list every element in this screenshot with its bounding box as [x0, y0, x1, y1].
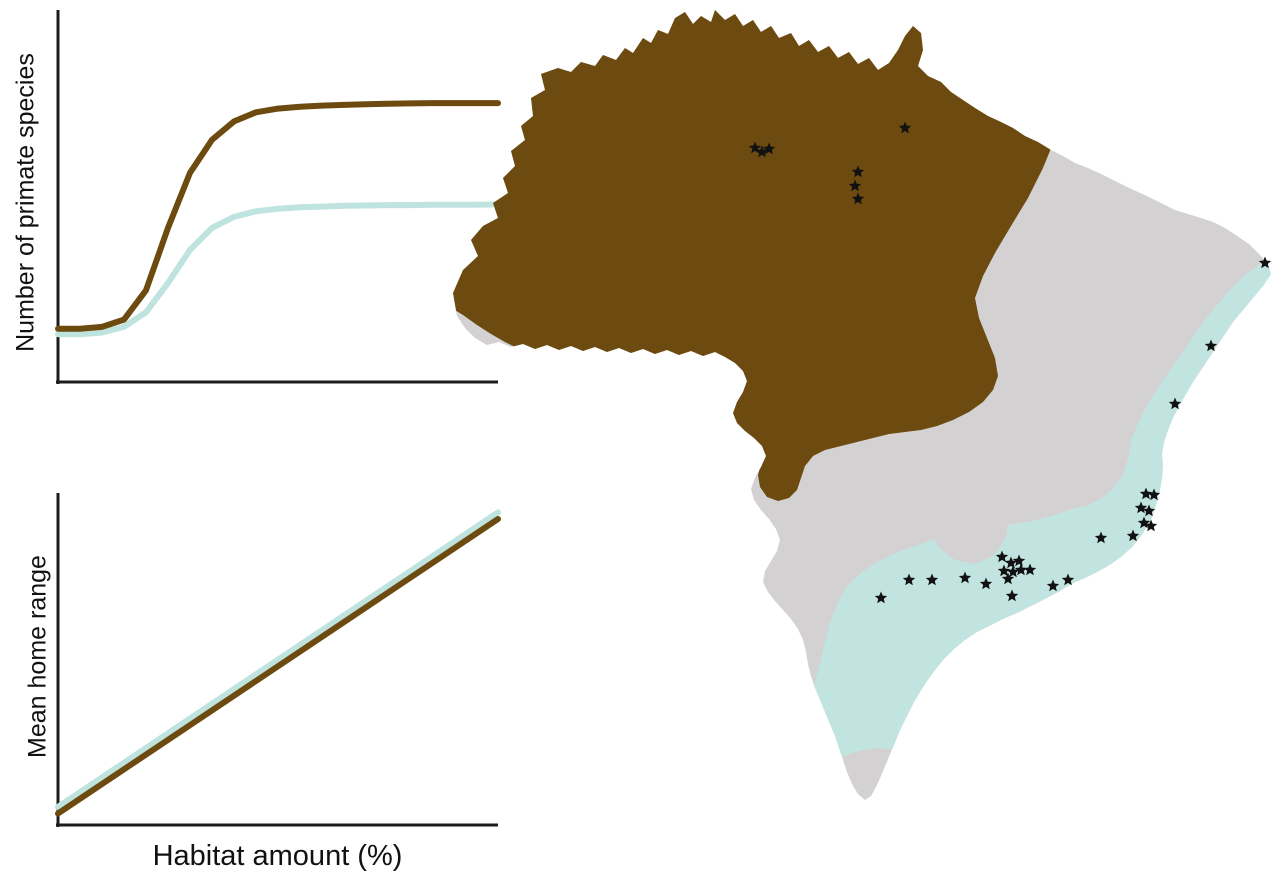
study-site-marker [925, 573, 939, 586]
inland-gray-patch [921, 478, 1009, 564]
study-site-marker [755, 145, 769, 158]
study-site-marker [848, 179, 862, 192]
study-site-marker [1012, 554, 1026, 567]
study-site-marker [1168, 397, 1182, 410]
study-site-marker [1258, 256, 1272, 269]
study-site-marker [1144, 519, 1158, 532]
curve-amazon [55, 516, 501, 817]
y-axis-label-species: Number of primate species [11, 53, 40, 352]
study-site-marker [762, 142, 776, 155]
study-site-marker [1094, 531, 1108, 544]
y-axis-label-home-range: Mean home range [23, 555, 52, 758]
study-site-marker [979, 577, 993, 590]
study-site-marker [1006, 565, 1020, 578]
study-site-marker [1142, 504, 1156, 517]
study-site-marker [851, 192, 865, 205]
x-axis-label-habitat-amount: Habitat amount (%) [152, 840, 403, 872]
study-site-marker [997, 564, 1011, 577]
study-site-marker [958, 571, 972, 584]
study-site-marker [1147, 488, 1161, 501]
study-site-marker [1204, 339, 1218, 352]
curve-atlantic_forest [55, 201, 501, 338]
curve-atlantic_forest [55, 509, 501, 810]
study-site-marker [1134, 501, 1148, 514]
study-site-marker [1004, 556, 1018, 569]
study-site-marker [1139, 487, 1153, 500]
study-site-marker [1001, 572, 1015, 585]
study-site-marker [1005, 589, 1019, 602]
curve-amazon [55, 100, 501, 332]
species-area-chart [55, 10, 501, 384]
study-site-marker [1046, 579, 1060, 592]
study-site-marker [874, 591, 888, 604]
study-site-marker [1023, 563, 1037, 576]
study-site-marker [902, 573, 916, 586]
brazil-biomes-map [453, 10, 1272, 800]
study-site-marker [1014, 563, 1028, 576]
study-site-marker [1061, 573, 1075, 586]
study-site-marker [995, 550, 1009, 563]
study-site-marker [1126, 529, 1140, 542]
study-site-marker [851, 165, 865, 178]
home-range-chart [55, 493, 501, 827]
study-site-marker [898, 121, 912, 134]
study-site-markers [748, 121, 1272, 604]
